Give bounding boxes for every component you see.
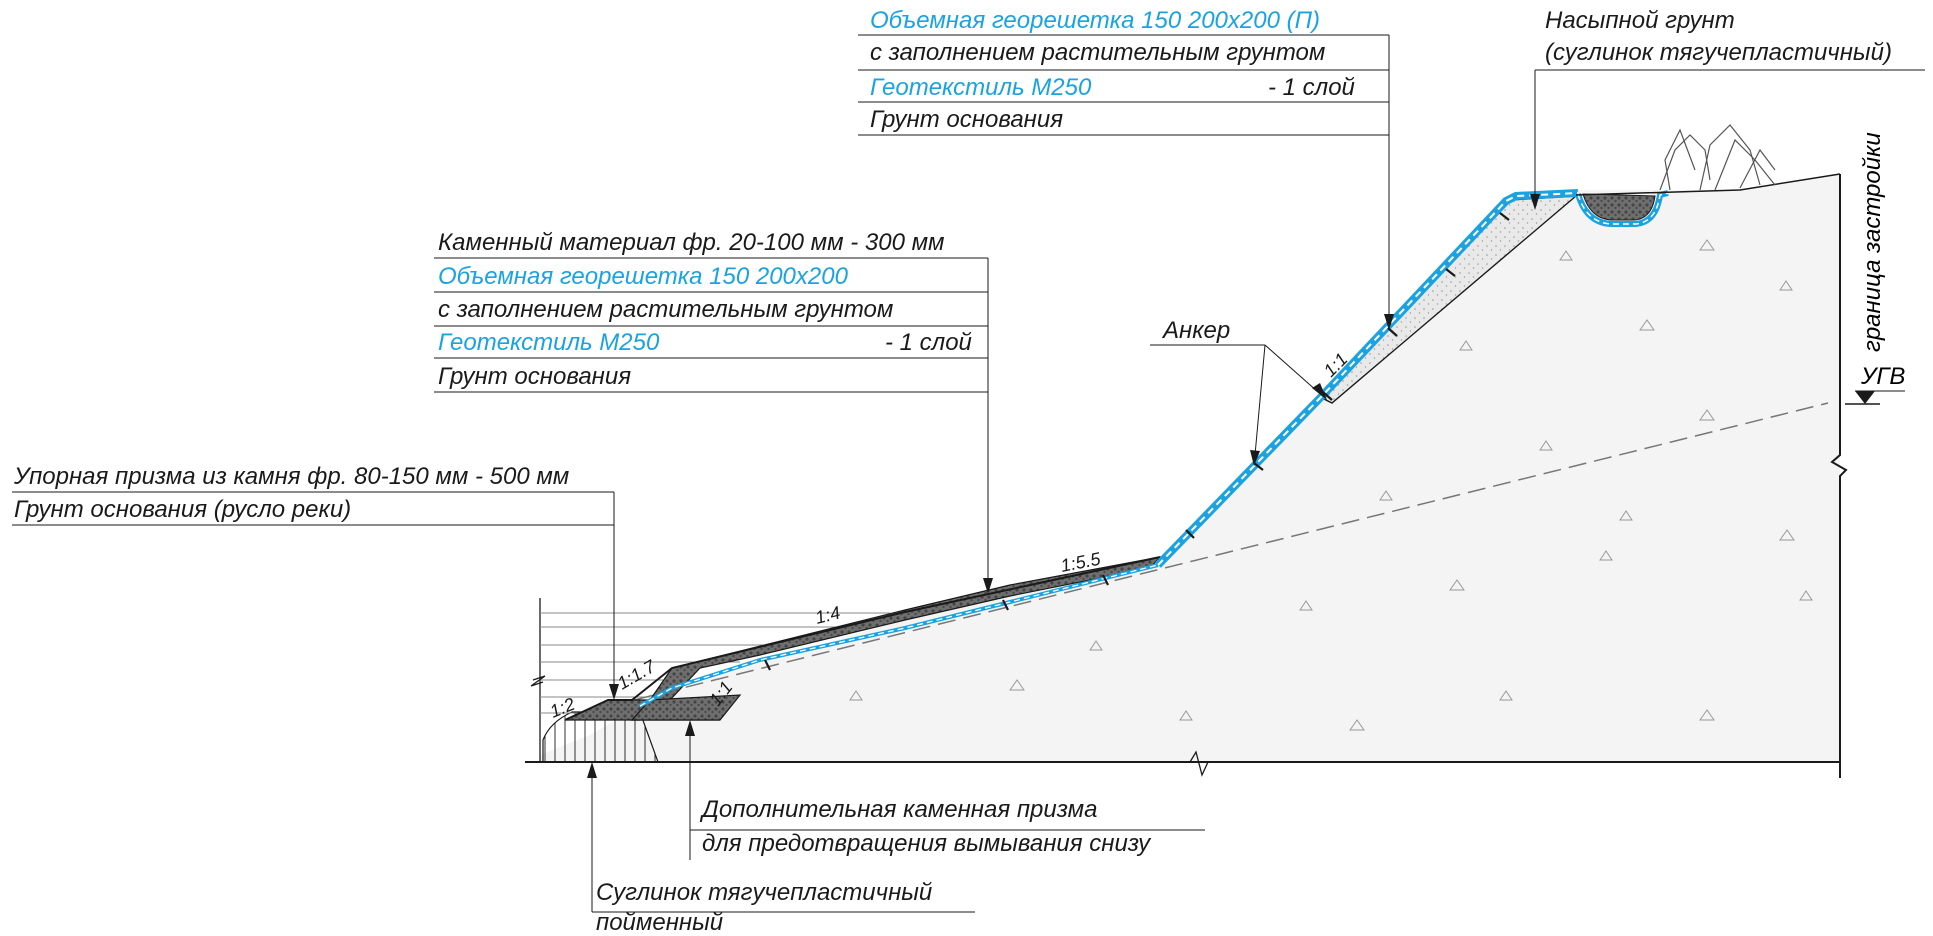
loam-callout — [591, 772, 975, 913]
loam-arrow — [587, 762, 597, 778]
groundwater-level-line — [609, 402, 1829, 707]
toe-line-2: Грунт основания (русло реки) — [14, 496, 351, 523]
top-callout-arrow — [1384, 314, 1394, 330]
ground-soil-body — [540, 174, 1840, 762]
slope-toe-inner: 1:1.7 — [614, 656, 660, 694]
shrubs — [1659, 124, 1776, 191]
extra-prism-arrow — [685, 720, 695, 736]
toe-callout-arrow — [609, 684, 619, 700]
top-line-4: Грунт основания — [870, 106, 1063, 133]
fill-soil-line-2: (суглинок тягучепластичный) — [1545, 39, 1892, 66]
toe-line-1: Упорная призма из камня фр. 80-150 мм - … — [13, 463, 569, 490]
mid-line-1: Каменный материал фр. 20-100 мм - 300 мм — [438, 229, 944, 256]
mid-callout-arrow — [983, 578, 993, 594]
lower-slope-outline — [564, 556, 1161, 721]
top-callout — [858, 34, 1390, 320]
fill-soil-callout — [1534, 69, 1925, 200]
construction-boundary-line — [1830, 174, 1848, 778]
loam-line-1: Суглинок тягучепластичный — [596, 879, 932, 906]
mid-line-4-suffix: - 1 слой — [885, 329, 972, 356]
slope-lower: 1:4 — [813, 602, 842, 627]
fill-soil-line-1: Насыпной грунт — [1545, 7, 1735, 34]
ugv-label: УГВ — [1860, 363, 1905, 390]
top-line-2: с заполнением растительным грунтом — [870, 39, 1325, 66]
extra-prism-line-1: Дополнительная каменная призма — [699, 796, 1097, 823]
anchors — [764, 212, 1510, 671]
extra-prism-line-2: для предотвращения вымывания снизу — [702, 830, 1152, 857]
top-line-1: Объемная георешетка 150 200х200 (П) — [870, 7, 1320, 34]
loam-line-2: пойменный — [596, 909, 723, 936]
anchor-label: Анкер — [1161, 317, 1230, 344]
top-drainage-ditch — [1582, 193, 1656, 221]
fill-soil-arrow — [1530, 194, 1540, 210]
mid-line-3: с заполнением растительным грунтом — [438, 296, 893, 323]
toe-callout — [12, 491, 615, 690]
top-ground-line — [1575, 173, 1841, 196]
extra-prism-callout — [689, 730, 1205, 860]
top-line-3-suffix: - 1 слой — [1268, 74, 1355, 101]
ugv-marker — [1845, 390, 1905, 405]
top-line-3: Геотекстиль М250 — [870, 74, 1092, 101]
anchor-callout — [1150, 344, 1319, 456]
anchor-arrow-1 — [1250, 450, 1260, 466]
geogrid-upper-dash — [1157, 192, 1579, 566]
mid-line-2: Объемная георешетка 150 200х200 — [438, 263, 849, 290]
boundary-label: граница застройки — [1859, 132, 1886, 352]
left-break-mark — [530, 675, 546, 687]
soil-texture — [849, 239, 1813, 731]
mid-line-5: Грунт основания — [438, 363, 631, 390]
geogrid-lower-dash — [639, 564, 1159, 707]
anchor-arrow-2 — [1312, 383, 1327, 400]
mid-line-4: Геотекстиль М250 — [438, 329, 660, 356]
bottom-break-mark — [1189, 750, 1209, 777]
mid-callout — [434, 257, 989, 585]
extra-stone-prism — [630, 694, 742, 721]
